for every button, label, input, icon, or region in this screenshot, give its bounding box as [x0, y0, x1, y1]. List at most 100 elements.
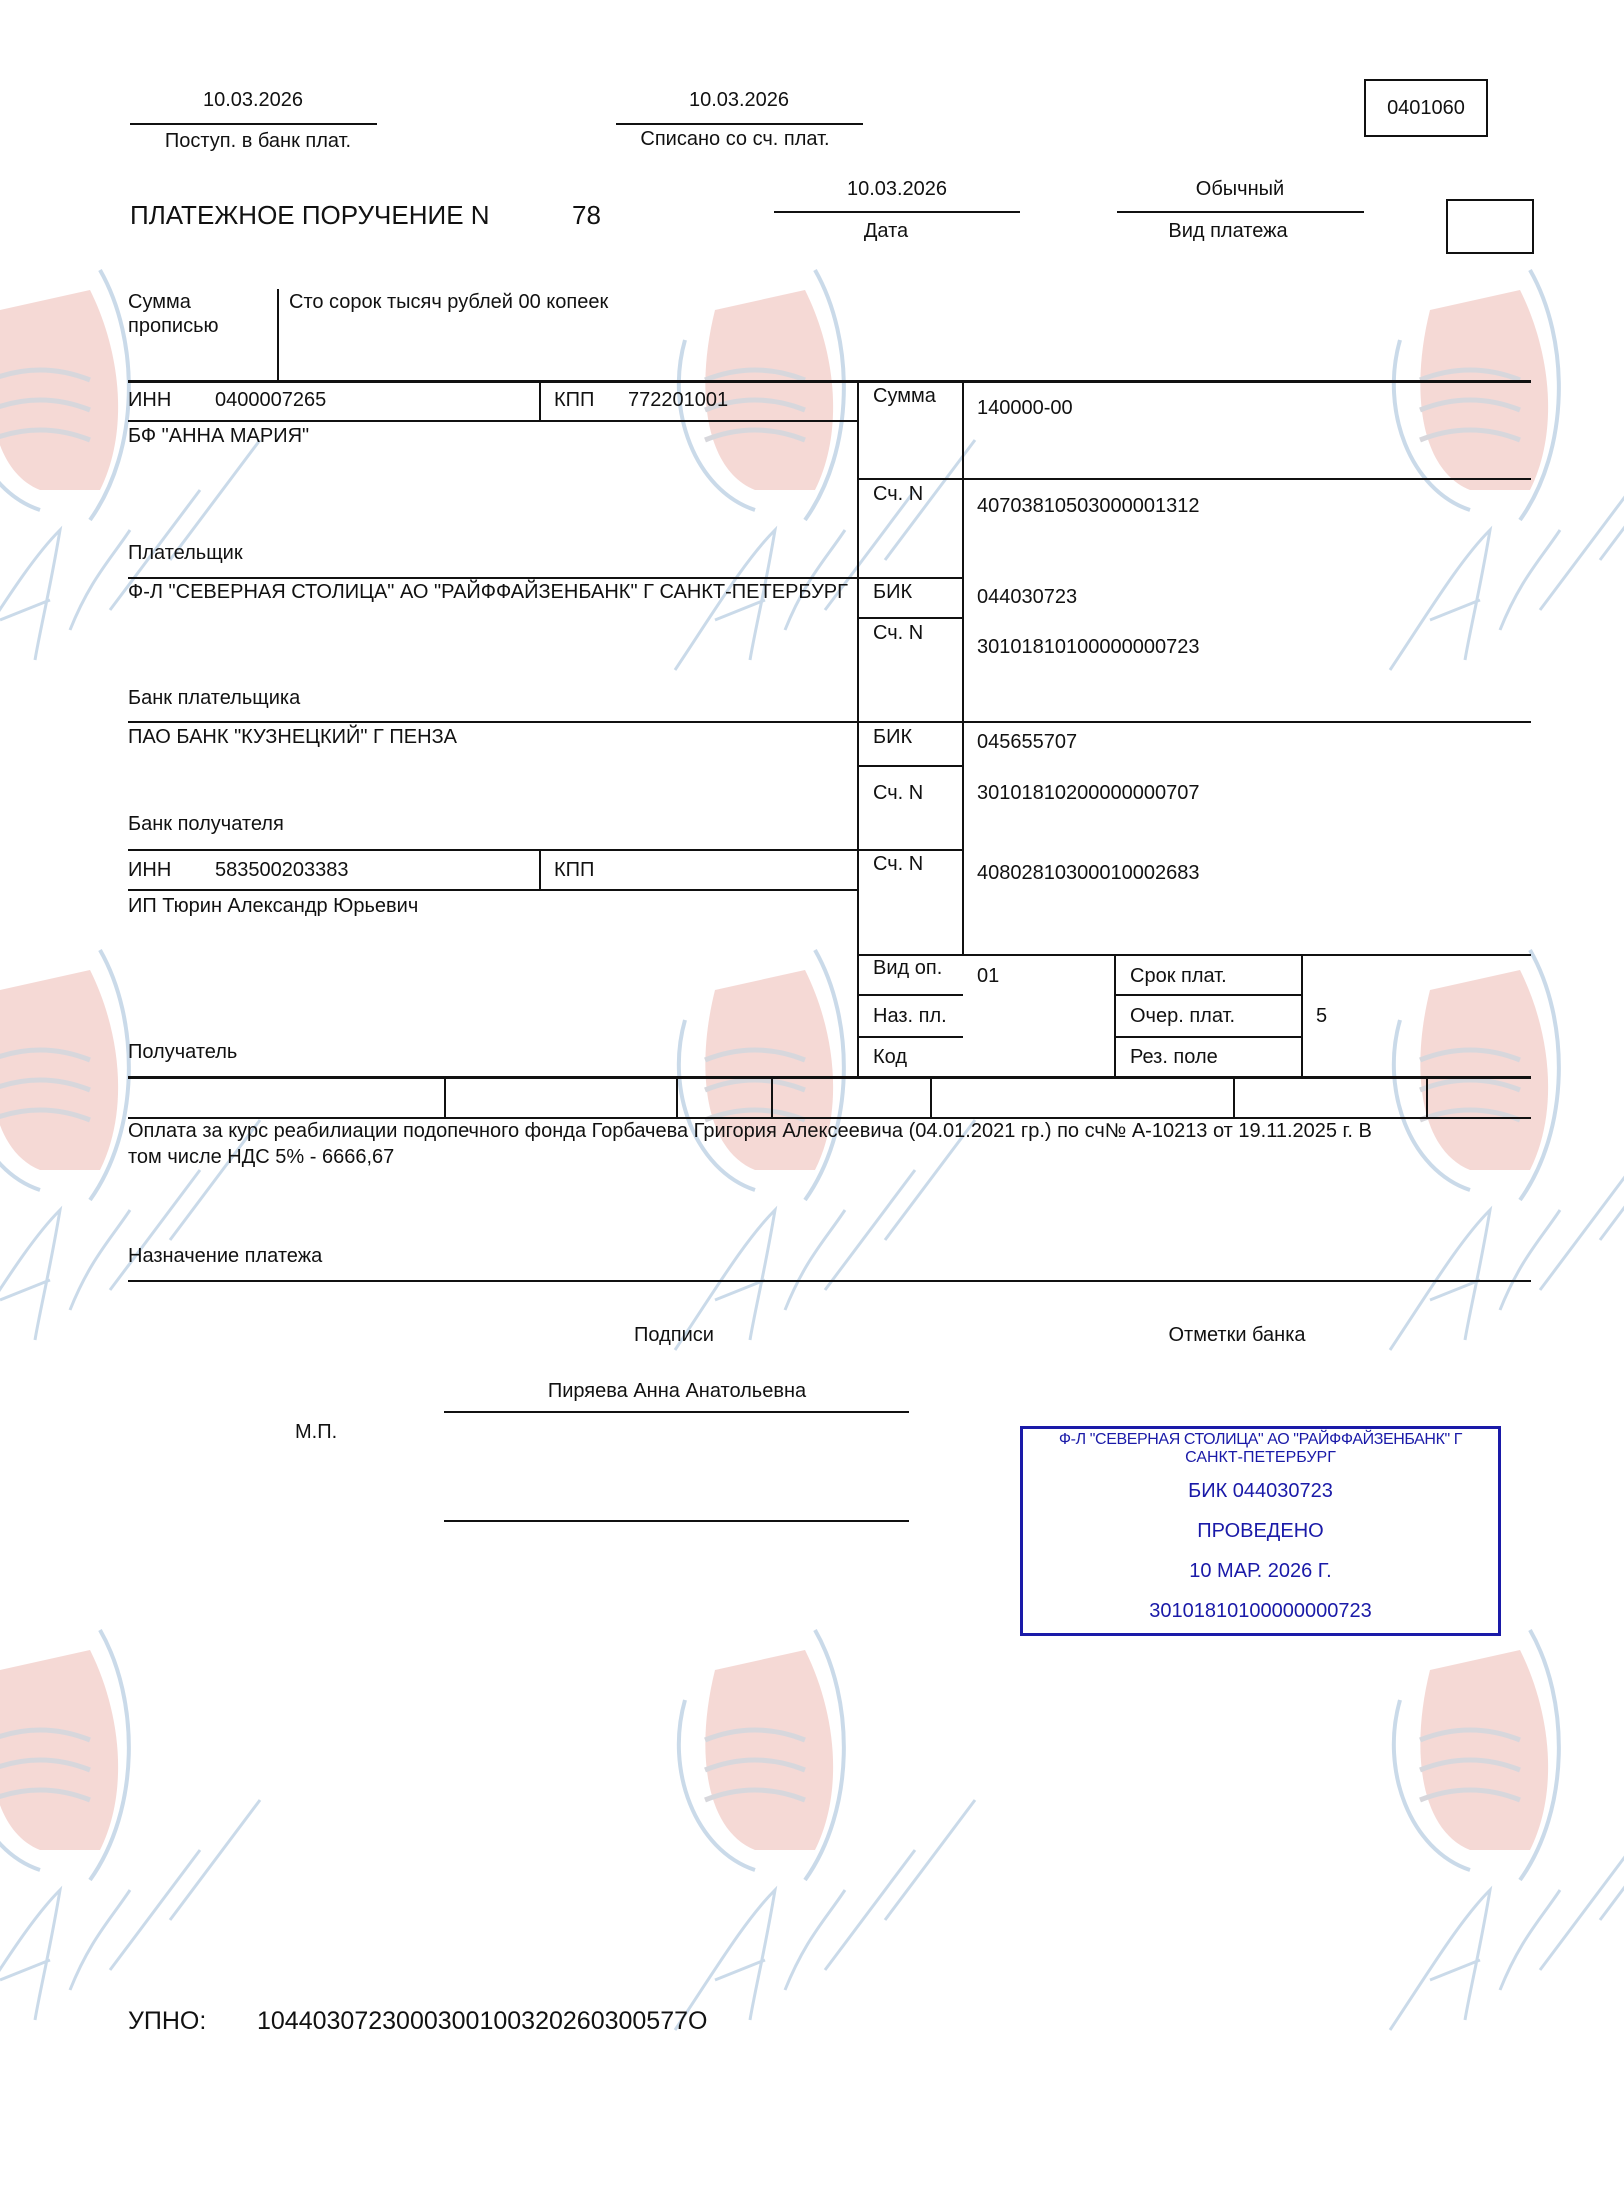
divider	[130, 123, 377, 125]
watermark-logo	[1370, 1590, 1624, 2096]
purpose-code-label: Наз. пл.	[873, 1005, 947, 1027]
divider	[676, 1077, 678, 1118]
divider	[1301, 954, 1303, 1077]
page-title: ПЛАТЕЖНОЕ ПОРУЧЕНИЕ N	[130, 200, 490, 230]
stamp-status: ПРОВЕДЕНО	[1197, 1519, 1324, 1542]
payer-account-label: Сч. N	[873, 483, 924, 505]
payee-bank-account-label: Сч. N	[873, 782, 924, 804]
priority: 5	[1316, 1005, 1328, 1027]
order-number: 78	[572, 200, 601, 230]
payee-bank-bik-label: БИК	[873, 726, 913, 748]
date-label: Дата	[863, 220, 909, 242]
payer-kpp-label: КПП	[554, 389, 595, 411]
divider	[277, 289, 279, 381]
payee-inn-label: ИНН	[128, 859, 172, 881]
divider	[1114, 994, 1302, 996]
upno-label: УПНО:	[128, 2007, 207, 2035]
payer-label: Плательщик	[128, 542, 243, 564]
divider	[128, 889, 858, 891]
signatures-label: Подписи	[634, 1324, 714, 1346]
form-code-box	[1364, 79, 1488, 137]
divider	[1114, 1036, 1302, 1038]
divider	[1426, 1077, 1428, 1118]
payee-account: 40802810300010002683	[977, 862, 1200, 884]
debited-label: Списано со сч. плат.	[640, 128, 830, 150]
divider	[857, 1036, 963, 1038]
op-type-label: Вид оп.	[873, 957, 943, 979]
payee-bank-label: Банк получателя	[128, 813, 284, 835]
payer-inn-label: ИНН	[128, 389, 172, 411]
payer-bank-account: 30101810100000000723	[977, 636, 1200, 658]
divider	[444, 1077, 446, 1118]
divider	[857, 478, 1531, 480]
watermark-logo	[655, 910, 1075, 1416]
divider	[128, 1117, 1531, 1119]
payer-bank-account-label: Сч. N	[873, 622, 924, 644]
divider	[962, 381, 964, 954]
payee-name: ИП Тюрин Александр Юрьевич	[128, 895, 419, 917]
divider	[128, 849, 963, 851]
payer-bank-bik-label: БИК	[873, 581, 913, 603]
reserve-label: Рез. поле	[1130, 1046, 1218, 1068]
payee-inn: 583500203383	[215, 859, 349, 881]
bank-received-date: 10.03.2026	[202, 89, 304, 111]
signature-line	[444, 1520, 909, 1522]
signer-name: Пиряева Анна Анатольевна	[547, 1380, 807, 1402]
divider	[539, 381, 541, 421]
divider	[616, 123, 863, 125]
form-code: 0401060	[1387, 97, 1465, 119]
bank-marks-label: Отметки банка	[1168, 1324, 1306, 1346]
payee-bank-name: ПАО БАНК "КУЗНЕЦКИЙ" Г ПЕНЗА	[128, 726, 457, 748]
seal-label: М.П.	[295, 1421, 338, 1443]
payee-label: Получатель	[128, 1041, 238, 1063]
stamp-bank-line-1: Ф-Л "СЕВЕРНАЯ СТОЛИЦА" АО "РАЙФФАЙЗЕНБАН…	[1058, 1431, 1463, 1448]
payer-inn: 0400007265	[215, 389, 327, 411]
divider	[771, 1077, 773, 1118]
payer-bank-name: Ф-Л "СЕВЕРНАЯ СТОЛИЦА" АО "РАЙФФАЙЗЕНБАН…	[128, 581, 848, 603]
divider	[857, 617, 963, 619]
payee-account-label: Сч. N	[873, 853, 924, 875]
divider	[930, 1077, 932, 1118]
divider	[1117, 211, 1364, 213]
divider	[128, 1280, 1531, 1282]
divider	[1114, 954, 1116, 1077]
payer-bank-label: Банк плательщика	[128, 687, 301, 709]
amount-value: 140000-00	[977, 397, 1073, 419]
purpose-line-2: том числе НДС 5% - 6666,67	[128, 1146, 395, 1168]
payer-kpp: 772201001	[628, 389, 729, 411]
divider	[128, 420, 858, 422]
divider	[774, 211, 1020, 213]
payer-bank-bik: 044030723	[977, 586, 1078, 608]
debited-date: 10.03.2026	[688, 89, 790, 111]
amount-words: Сто сорок тысяч рублей 00 копеек	[289, 291, 609, 313]
stamp-bank-line-2: САНКТ-ПЕТЕРБУРГ	[1185, 1449, 1336, 1467]
divider	[128, 577, 963, 579]
bank-stamp: Ф-Л "СЕВЕРНАЯ СТОЛИЦА" АО "РАЙФФАЙЗЕНБАН…	[1020, 1426, 1501, 1636]
divider	[857, 765, 963, 767]
payee-bank-bik: 045655707	[977, 731, 1078, 753]
payee-bank-account: 30101810200000000707	[977, 782, 1200, 804]
watermark-logo	[1370, 910, 1624, 1416]
watermark-logo	[655, 230, 1075, 736]
signature-line	[444, 1411, 909, 1413]
code-label: Код	[873, 1046, 908, 1068]
divider	[128, 721, 1531, 723]
divider	[857, 954, 1531, 956]
bank-received-label: Поступ. в банк плат.	[164, 130, 352, 152]
payer-account: 40703810503000001312	[977, 495, 1200, 517]
purpose-line-1: Оплата за курс реабилиации подопечного ф…	[128, 1120, 1372, 1142]
term-label: Срок плат.	[1130, 965, 1227, 987]
status-code-box	[1446, 199, 1534, 254]
watermark-logo	[1370, 230, 1624, 736]
amount-words-label: Сумма прописью	[128, 291, 219, 337]
stamp-date: 10 МАР. 2026 Г.	[1189, 1559, 1332, 1582]
order-date: 10.03.2026	[846, 178, 948, 200]
divider	[539, 849, 541, 890]
upno-value: 1044030723000300100320260300577О	[257, 2007, 708, 2035]
purpose-label: Назначение платежа	[128, 1245, 323, 1267]
divider	[1233, 1077, 1235, 1118]
amount-label: Сумма	[873, 385, 936, 407]
divider	[128, 380, 1531, 383]
op-type: 01	[977, 965, 1000, 987]
stamp-account: 30101810100000000723	[1149, 1599, 1372, 1622]
